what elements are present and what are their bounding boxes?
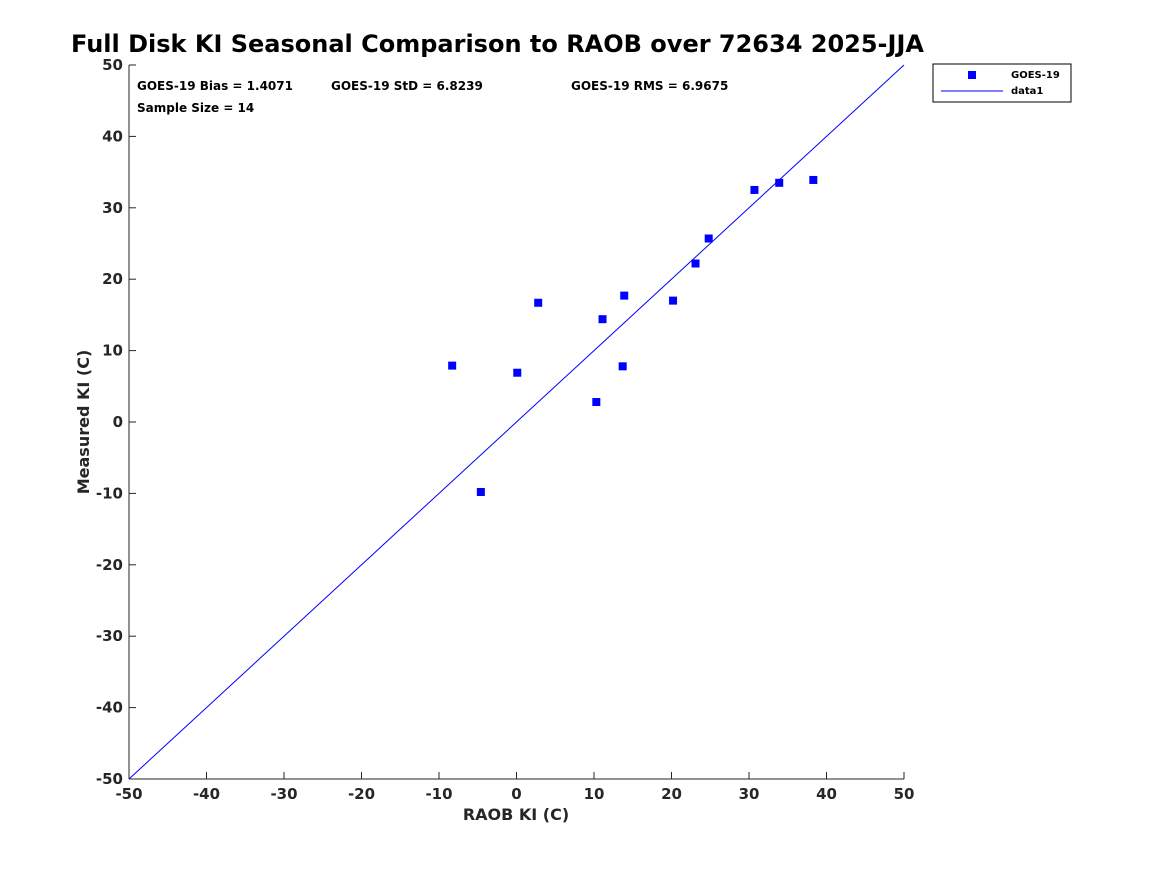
y-tick-label: 40 bbox=[102, 127, 123, 145]
y-tick-label: 30 bbox=[102, 199, 123, 217]
y-tick-label: -50 bbox=[96, 770, 123, 788]
y-tick-label: -40 bbox=[96, 699, 123, 717]
x-tick-label: 30 bbox=[739, 785, 760, 803]
x-tick-label: -50 bbox=[115, 785, 142, 803]
y-tick-label: -20 bbox=[96, 556, 123, 574]
y-tick-label: 10 bbox=[102, 342, 123, 360]
legend-label-line: data1 bbox=[1011, 86, 1043, 97]
x-tick-label: 10 bbox=[584, 785, 605, 803]
data-point bbox=[513, 368, 522, 377]
chart-title: Full Disk KI Seasonal Comparison to RAOB… bbox=[71, 30, 924, 58]
std-stat: GOES-19 StD = 6.8239 bbox=[331, 79, 483, 93]
y-tick-label: -10 bbox=[96, 484, 123, 502]
x-tick-label: -20 bbox=[348, 785, 375, 803]
data-point bbox=[534, 298, 543, 307]
data-point bbox=[775, 178, 784, 187]
legend: GOES-19 data1 bbox=[932, 63, 1072, 103]
y-tick-label: 0 bbox=[113, 413, 123, 431]
data-point bbox=[592, 398, 601, 407]
y-tick-label: 50 bbox=[102, 56, 123, 74]
x-tick-label: 20 bbox=[661, 785, 682, 803]
bias-stat: GOES-19 Bias = 1.4071 bbox=[137, 79, 293, 93]
y-tick-label: -30 bbox=[96, 627, 123, 645]
x-ticks: -50 -40 -30 -20 -10 0 10 20 30 40 50 bbox=[115, 772, 914, 803]
data-point bbox=[669, 296, 678, 305]
sample-size-stat: Sample Size = 14 bbox=[137, 101, 254, 115]
data-point bbox=[750, 185, 759, 194]
x-tick-label: 40 bbox=[816, 785, 837, 803]
data-point bbox=[620, 291, 629, 300]
rms-stat: GOES-19 RMS = 6.9675 bbox=[571, 79, 728, 93]
data-point bbox=[704, 234, 713, 243]
series-layer bbox=[128, 64, 905, 780]
x-tick-label: -30 bbox=[270, 785, 297, 803]
data-point bbox=[618, 362, 627, 371]
y-axis-label: Measured KI (C) bbox=[74, 350, 93, 495]
data-point bbox=[598, 315, 607, 324]
reference-line bbox=[128, 64, 905, 780]
x-tick-label: 0 bbox=[511, 785, 521, 803]
data-point bbox=[691, 259, 700, 268]
x-tick-label: 50 bbox=[894, 785, 915, 803]
data-point bbox=[448, 361, 457, 370]
data-point bbox=[476, 487, 485, 496]
y-ticks: 50 40 30 20 10 0 -10 -20 -30 -40 -50 bbox=[96, 56, 136, 788]
data-point bbox=[809, 175, 818, 184]
y-tick-label: 20 bbox=[102, 270, 123, 288]
legend-label-markers: GOES-19 bbox=[1011, 70, 1060, 81]
legend-box bbox=[932, 63, 1072, 103]
x-tick-label: -10 bbox=[425, 785, 452, 803]
legend-marker-icon bbox=[968, 71, 976, 79]
x-axis-label: RAOB KI (C) bbox=[463, 805, 569, 824]
x-tick-label: -40 bbox=[193, 785, 220, 803]
